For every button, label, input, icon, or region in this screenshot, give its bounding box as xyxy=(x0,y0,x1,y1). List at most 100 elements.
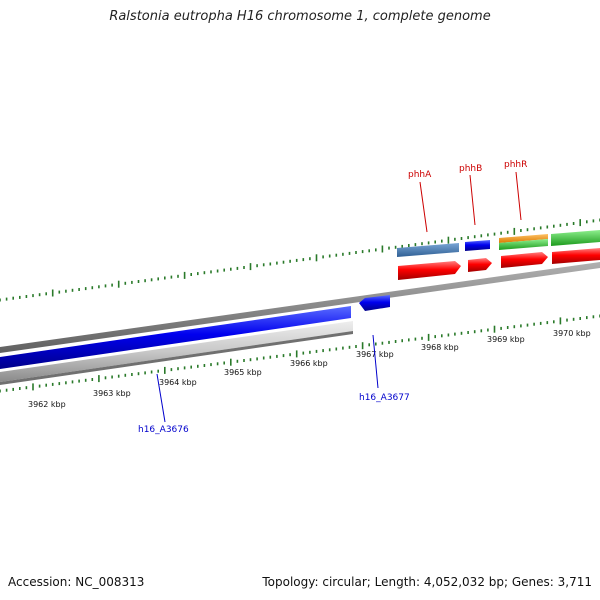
inner-minor-tick xyxy=(282,354,285,358)
gene-label-h16_A3676[interactable]: h16_A3676 xyxy=(138,373,189,435)
inner-minor-tick xyxy=(177,367,179,371)
outer-minor-tick xyxy=(309,257,311,261)
outer-minor-tick xyxy=(282,260,285,264)
cds-arrow-phhR[interactable] xyxy=(501,252,548,268)
outer-minor-tick xyxy=(71,288,74,292)
inner-minor-tick xyxy=(328,348,331,352)
inner-minor-tick xyxy=(348,345,351,349)
outer-minor-tick xyxy=(348,251,351,255)
accession-label: Accession: NC_008313 xyxy=(8,575,145,589)
outer-minor-tick xyxy=(32,294,34,298)
inner-minor-tick xyxy=(388,340,390,344)
cds-arrow-right[interactable] xyxy=(552,248,600,264)
outer-minor-tick xyxy=(269,262,272,266)
outer-minor-tick xyxy=(144,279,146,283)
svg-text:phhB: phhB xyxy=(459,164,482,174)
outer-minor-tick xyxy=(216,269,219,273)
outer-major-tick xyxy=(51,289,54,297)
genome-backbone xyxy=(0,262,600,353)
inner-minor-tick xyxy=(553,320,555,324)
inner-minor-tick xyxy=(131,373,133,376)
tick-label-3970: 3970 kbp xyxy=(553,329,591,338)
inner-major-tick xyxy=(361,342,364,350)
outer-minor-tick xyxy=(65,289,67,293)
outer-minor-tick xyxy=(262,263,265,267)
inner-minor-tick xyxy=(124,373,127,377)
inner-minor-tick xyxy=(506,326,509,329)
feature-phhB-blue[interactable] xyxy=(465,240,490,251)
gene-label-phhR[interactable]: phhR xyxy=(504,160,527,221)
outer-minor-tick xyxy=(58,290,61,294)
inner-minor-tick xyxy=(216,362,219,366)
gene-label-phhA[interactable]: phhA xyxy=(408,170,432,233)
inner-minor-tick xyxy=(487,328,489,332)
outer-minor-tick xyxy=(190,273,192,276)
cds-arrow-phhB[interactable] xyxy=(468,258,492,272)
inner-major-tick xyxy=(559,317,562,325)
inner-minor-tick xyxy=(12,387,14,391)
inner-minor-tick xyxy=(269,355,272,359)
outer-minor-tick xyxy=(355,251,357,254)
outer-minor-tick xyxy=(91,286,94,290)
outer-minor-tick xyxy=(256,264,258,268)
outer-minor-tick xyxy=(84,287,87,291)
outer-minor-tick xyxy=(401,244,403,248)
outer-minor-tick xyxy=(388,246,390,250)
outer-minor-tick xyxy=(38,293,41,297)
gene-label-phhB[interactable]: phhB xyxy=(459,164,482,226)
inner-minor-tick xyxy=(539,321,542,325)
inner-minor-tick xyxy=(520,324,522,328)
outer-minor-tick xyxy=(441,239,443,243)
outer-minor-tick xyxy=(45,292,47,296)
inner-minor-tick xyxy=(526,323,529,327)
outer-minor-tick xyxy=(0,298,1,302)
cds-track-h16_A3676[interactable] xyxy=(0,306,351,369)
inner-minor-tick xyxy=(210,363,212,367)
outer-minor-tick xyxy=(137,280,140,283)
inner-minor-tick xyxy=(454,332,456,336)
tick-label-3966: 3966 kbp xyxy=(290,359,328,368)
inner-minor-tick xyxy=(25,386,28,390)
inner-minor-tick xyxy=(355,345,357,348)
outer-minor-tick xyxy=(289,259,291,263)
outer-minor-tick xyxy=(236,266,239,270)
inner-minor-tick xyxy=(302,351,305,355)
outer-minor-tick xyxy=(276,261,278,265)
feature-phhR-orange[interactable] xyxy=(499,234,548,250)
outer-major-tick xyxy=(447,236,450,244)
inner-minor-tick xyxy=(78,379,80,383)
inner-minor-tick xyxy=(322,349,324,353)
inner-minor-tick xyxy=(137,372,140,376)
inner-minor-tick xyxy=(579,317,581,320)
map-title: Ralstonia eutropha H16 chromosome 1, com… xyxy=(109,9,491,24)
topology-info: Topology: circular; Length: 4,052,032 bp… xyxy=(262,575,592,589)
outer-minor-tick xyxy=(414,243,417,247)
inner-minor-tick xyxy=(441,334,443,338)
inner-major-tick xyxy=(32,383,34,391)
outer-minor-tick xyxy=(427,241,430,245)
outer-minor-tick xyxy=(335,253,338,257)
inner-minor-tick xyxy=(203,364,206,367)
gene-label-h16_A3677[interactable]: h16_A3677 xyxy=(359,334,410,403)
inner-minor-tick xyxy=(460,331,463,335)
outer-minor-tick xyxy=(12,296,14,300)
cds-arrow-phhA[interactable] xyxy=(398,261,461,280)
outer-minor-tick xyxy=(295,258,298,262)
outer-minor-tick xyxy=(197,272,199,276)
outer-minor-tick xyxy=(177,274,179,278)
tick-label-3962: 3962 kbp xyxy=(28,400,66,409)
outer-minor-tick xyxy=(124,281,127,285)
inner-minor-tick xyxy=(19,387,21,390)
feature-phhA-steelblue[interactable] xyxy=(397,243,459,257)
cds-arrow-h16_A3677[interactable] xyxy=(359,295,390,311)
outer-minor-tick xyxy=(164,276,166,280)
inner-minor-tick xyxy=(513,325,516,329)
feature-green-right[interactable] xyxy=(551,230,600,246)
inner-minor-tick xyxy=(401,339,403,343)
outer-minor-tick xyxy=(454,237,456,241)
inner-minor-tick xyxy=(144,371,146,375)
outer-minor-tick xyxy=(592,219,595,223)
inner-minor-tick xyxy=(51,382,54,386)
outer-minor-tick xyxy=(520,229,522,232)
outer-minor-tick xyxy=(460,237,463,240)
